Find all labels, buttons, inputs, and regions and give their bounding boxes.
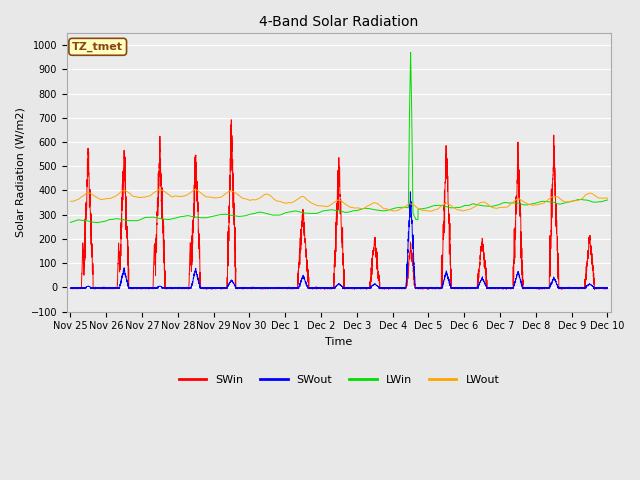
LWout [490,205,498,211]
Text: TZ_tmet: TZ_tmet [72,42,124,52]
LWin [407,49,415,55]
Y-axis label: Solar Radiation (W/m2): Solar Radiation (W/m2) [15,108,25,237]
SWin [424,287,432,292]
SWin [227,117,235,123]
SWout [163,285,171,290]
LWout [604,195,611,201]
SWout [603,286,611,292]
SWout [460,285,467,290]
LWin [93,219,101,225]
Line: LWout: LWout [70,190,607,211]
X-axis label: Time: Time [325,337,353,347]
LWout [163,191,171,196]
SWin [604,286,611,291]
Legend: SWin, SWout, LWin, LWout: SWin, SWout, LWin, LWout [174,371,504,390]
LWout [430,207,438,213]
SWout [429,285,437,291]
LWout [319,203,326,209]
LWin [319,208,326,214]
LWout [191,187,199,192]
LWout [67,198,74,204]
SWin [603,285,611,291]
LWout [460,208,467,214]
LWin [604,197,611,203]
SWout [406,189,414,195]
SWin [163,286,171,292]
SWin [490,285,498,291]
SWin [460,285,467,290]
LWin [490,203,498,209]
Line: LWin: LWin [70,52,607,222]
SWin [319,285,326,291]
SWout [490,285,497,290]
SWout [603,285,611,290]
Line: SWin: SWin [70,120,607,289]
LWin [430,203,438,209]
LWout [427,208,435,214]
LWin [460,203,467,209]
Title: 4-Band Solar Radiation: 4-Band Solar Radiation [259,15,419,29]
LWout [603,195,611,201]
SWout [604,285,611,291]
Line: SWout: SWout [70,192,607,289]
SWout [67,286,74,291]
LWin [603,197,611,203]
LWin [163,216,171,222]
LWin [67,219,74,225]
SWin [67,285,74,291]
SWout [319,285,326,291]
SWin [430,286,438,291]
